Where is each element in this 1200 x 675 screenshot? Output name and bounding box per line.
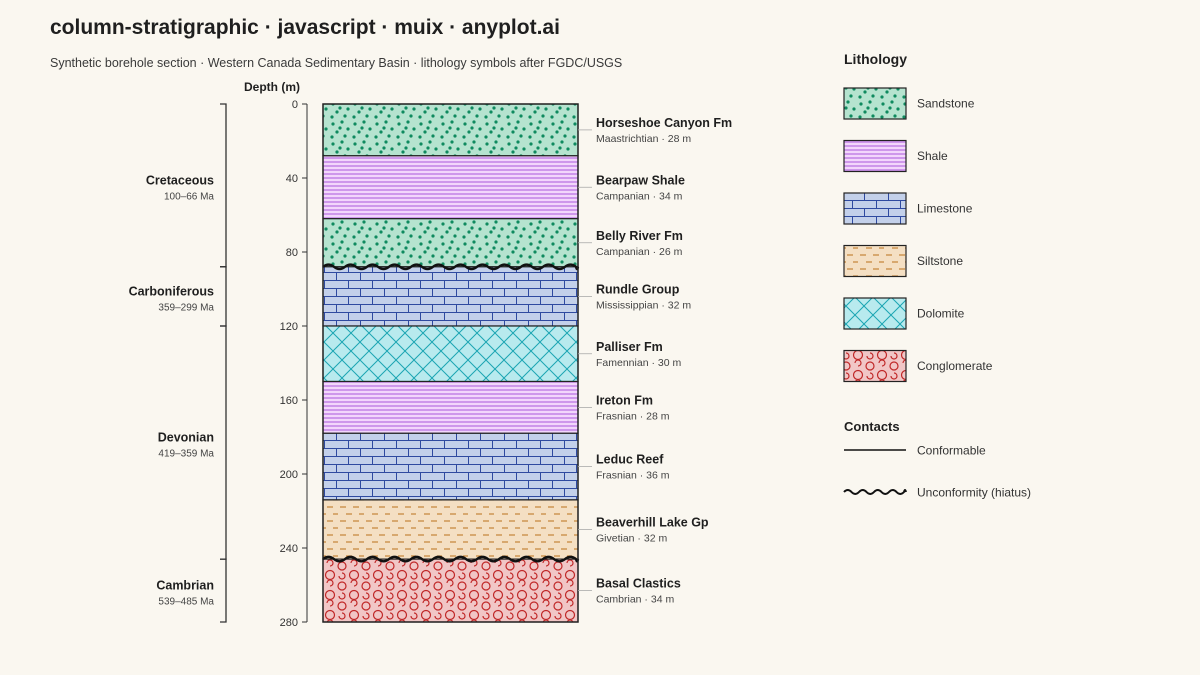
- unit-bar-bearpaw-shale: [322, 155, 579, 220]
- unit-bar-horseshoe-canyon-fm: [322, 103, 579, 157]
- unit-name-bearpaw-shale: Bearpaw Shale: [596, 173, 685, 187]
- legend-swatch-limestone: [843, 192, 907, 225]
- unit-detail-beaverhill-lake-gp: Givetian · 32 m: [596, 533, 667, 545]
- column-units: [322, 103, 580, 623]
- period-bracket-cretaceous: [220, 103, 227, 268]
- depth-tick-label: 280: [280, 617, 298, 629]
- unit-detail-palliser-fm: Famennian · 30 m: [596, 357, 681, 369]
- legend-contact-label-conformable: Conformable: [917, 444, 986, 458]
- period-bracket-devonian: [220, 325, 227, 560]
- period-bracket-cambrian: [220, 558, 227, 623]
- legend-unconformity-line: [843, 489, 907, 495]
- unit-detail-leduc-reef: Frasnian · 36 m: [596, 470, 670, 482]
- depth-tick-label: 120: [280, 321, 298, 333]
- legend-label-sandstone: Sandstone: [917, 97, 975, 111]
- legend-label-shale: Shale: [917, 149, 948, 163]
- unit-bar-ireton-fm: [322, 380, 579, 434]
- legend-label-conglomerate: Conglomerate: [917, 359, 993, 373]
- depth-tick-label: 0: [292, 99, 298, 111]
- period-range-cretaceous: 100–66 Ma: [164, 191, 214, 202]
- period-range-carboniferous: 359–299 Ma: [158, 302, 214, 313]
- unit-name-beaverhill-lake-gp: Beaverhill Lake Gp: [596, 516, 709, 530]
- legend-label-limestone: Limestone: [917, 202, 973, 216]
- unit-bar-leduc-reef: [322, 432, 579, 501]
- unit-name-ireton-fm: Ireton Fm: [596, 393, 653, 407]
- legend-contact-label-unconformity-hiatus: Unconformity (hiatus): [917, 486, 1031, 500]
- legend-swatch-sandstone: [843, 87, 907, 120]
- unit-bar-basal-clastics: [322, 558, 579, 623]
- depth-tick-label: 80: [286, 247, 298, 259]
- period-brackets: Cretaceous 100–66 Ma Carboniferous 359–299 …: [129, 103, 227, 623]
- depth-axis: Depth (m) 0 40 80 120 160 200 240 280: [244, 80, 308, 629]
- period-name-cambrian: Cambrian: [156, 579, 214, 593]
- unit-name-horseshoe-canyon-fm: Horseshoe Canyon Fm: [596, 116, 732, 130]
- unit-name-basal-clastics: Basal Clastics: [596, 577, 681, 591]
- legend-contacts-title: Contacts: [844, 419, 900, 434]
- period-range-devonian: 419–359 Ma: [158, 449, 214, 460]
- unit-name-rundle-group: Rundle Group: [596, 282, 680, 296]
- unit-name-leduc-reef: Leduc Reef: [596, 453, 664, 467]
- depth-tick-label: 40: [286, 173, 298, 185]
- legend: Lithology Sandstone Shale Limestone Siltston…: [843, 51, 1031, 500]
- unit-bar-beaverhill-lake-gp: [322, 499, 579, 560]
- unit-bar-palliser-fm: [322, 325, 579, 383]
- legend-swatch-conglomerate: [843, 349, 907, 383]
- unit-labels: Horseshoe Canyon Fm Maastrichtian · 28 m B…: [578, 116, 732, 606]
- unconformity-line: [322, 263, 580, 271]
- legend-lithology-title: Lithology: [844, 51, 907, 67]
- unit-detail-horseshoe-canyon-fm: Maastrichtian · 28 m: [596, 133, 691, 145]
- depth-axis-label: Depth (m): [244, 80, 300, 94]
- period-name-devonian: Devonian: [158, 431, 214, 445]
- unit-detail-ireton-fm: Frasnian · 28 m: [596, 410, 670, 422]
- period-name-cretaceous: Cretaceous: [146, 173, 214, 187]
- legend-swatch-dolomite: [843, 297, 907, 330]
- unit-detail-rundle-group: Mississippian · 32 m: [596, 299, 691, 311]
- unit-detail-basal-clastics: Cambrian · 34 m: [596, 594, 674, 606]
- unit-bar-belly-river-fm: [322, 218, 579, 268]
- period-range-cambrian: 539–485 Ma: [158, 597, 214, 608]
- chart-subtitle: Synthetic borehole section · Western Can…: [50, 56, 623, 70]
- legend-label-siltstone: Siltstone: [917, 254, 963, 268]
- depth-tick-label: 200: [280, 469, 298, 481]
- legend-swatch-siltstone: [843, 244, 907, 278]
- chart-title: column-stratigraphic · javascript · muix…: [50, 16, 560, 39]
- depth-tick-label: 160: [280, 395, 298, 407]
- period-name-carboniferous: Carboniferous: [129, 284, 214, 298]
- unconformity-line: [322, 555, 580, 563]
- unit-detail-belly-river-fm: Campanian · 26 m: [596, 246, 683, 258]
- unit-detail-bearpaw-shale: Campanian · 34 m: [596, 190, 683, 202]
- unit-bar-rundle-group: [322, 266, 579, 327]
- legend-swatch-shale: [843, 139, 907, 173]
- depth-tick-label: 240: [280, 543, 298, 555]
- period-bracket-carboniferous: [220, 266, 227, 327]
- unit-name-belly-river-fm: Belly River Fm: [596, 229, 683, 243]
- legend-label-dolomite: Dolomite: [917, 307, 965, 321]
- column-outline: [322, 103, 579, 623]
- unit-name-palliser-fm: Palliser Fm: [596, 340, 663, 354]
